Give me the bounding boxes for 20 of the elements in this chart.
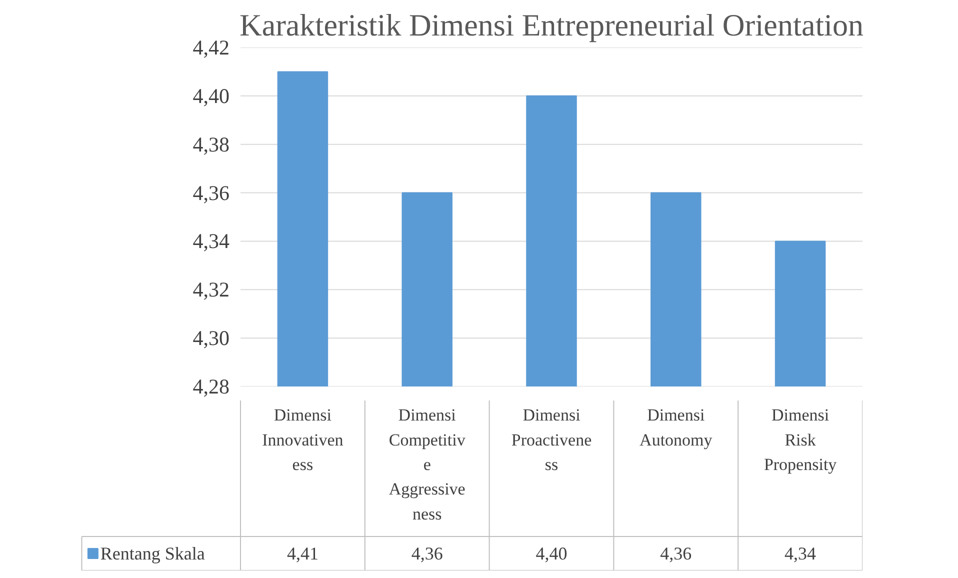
x-tick-label: Dimensi Innovativen ess	[262, 406, 344, 474]
data-label: 4,36	[411, 544, 443, 564]
data-label: 4,36	[660, 544, 692, 564]
x-tick-label: Dimensi Proactivene ss	[511, 406, 592, 474]
y-tick-label: 4,40	[192, 84, 230, 108]
x-tick-label: Dimensi Risk Propensity	[764, 406, 838, 474]
y-tick-label: 4,42	[192, 36, 230, 60]
chart-title: Karakteristik Dimensi Entrepreneurial Orientation	[239, 8, 864, 42]
data-label: 4,41	[286, 544, 318, 564]
y-tick-label: 4,36	[192, 180, 230, 205]
x-tick-label: Dimensi Competitiv e Aggressive ness	[388, 406, 466, 524]
data-label: 4,40	[536, 544, 568, 564]
y-tick-label: 4,34	[192, 229, 230, 254]
y-tick-label: 4,28	[192, 374, 230, 398]
y-tick-label: 4,30	[192, 326, 230, 350]
x-tick-label: Dimensi Autonomy	[640, 406, 713, 450]
y-tick-label: 4,38	[192, 132, 230, 156]
data-label: 4,34	[784, 544, 816, 564]
y-tick-label: 4,32	[192, 278, 230, 302]
legend-label: Rentang Skala	[100, 544, 205, 564]
